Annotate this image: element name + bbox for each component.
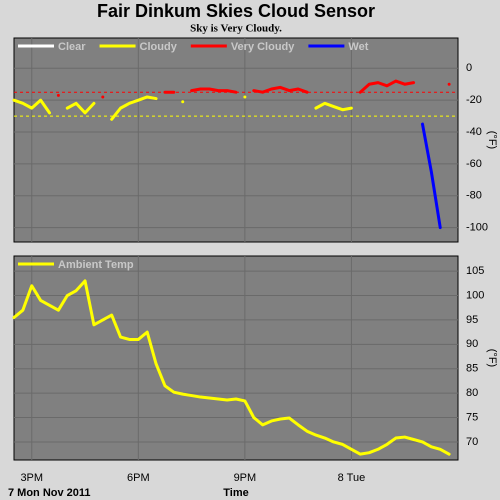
y-tick-label: -60 (466, 158, 482, 170)
legend-label: Cloudy (140, 41, 178, 53)
y-tick-label: 95 (466, 314, 478, 326)
x-tick-label: 3PM (20, 472, 43, 484)
data-line (12, 95, 353, 121)
y-tick-label: 105 (466, 265, 484, 277)
y-tick-label: 75 (466, 411, 478, 423)
y-tick-label: -100 (466, 222, 488, 234)
x-tick-label: 8 Tue (338, 472, 366, 484)
plot-area (13, 37, 459, 243)
y-tick-label: 90 (466, 338, 478, 350)
legend-label: Clear (58, 41, 86, 53)
y-tick-label: 85 (466, 363, 478, 375)
x-tick-label: 9PM (234, 472, 257, 484)
y-tick-label: -40 (466, 126, 482, 138)
date-label: 7 Mon Nov 2011 (8, 487, 91, 499)
data-line (12, 279, 451, 456)
y-axis-label: (°F) (486, 131, 498, 149)
x-axis-label: Time (223, 487, 248, 499)
y-tick-label: -80 (466, 190, 482, 202)
y-axis-label: (°F) (486, 349, 498, 367)
y-tick-label: 70 (466, 436, 478, 448)
y-tick-label: 80 (466, 387, 478, 399)
y-tick-label: 100 (466, 289, 484, 301)
legend-label: Very Cloudy (231, 41, 295, 53)
chart-subtitle: Sky is Very Cloudy. (190, 23, 282, 35)
y-tick-label: -20 (466, 94, 482, 106)
legend-label: Wet (348, 41, 368, 53)
y-tick-label: 0 (466, 62, 472, 74)
data-line (56, 79, 451, 99)
chart-title: Fair Dinkum Skies Cloud Sensor (97, 1, 375, 21)
data-line (420, 122, 442, 230)
legend-label: Ambient Temp (58, 259, 134, 271)
x-tick-label: 6PM (127, 472, 150, 484)
